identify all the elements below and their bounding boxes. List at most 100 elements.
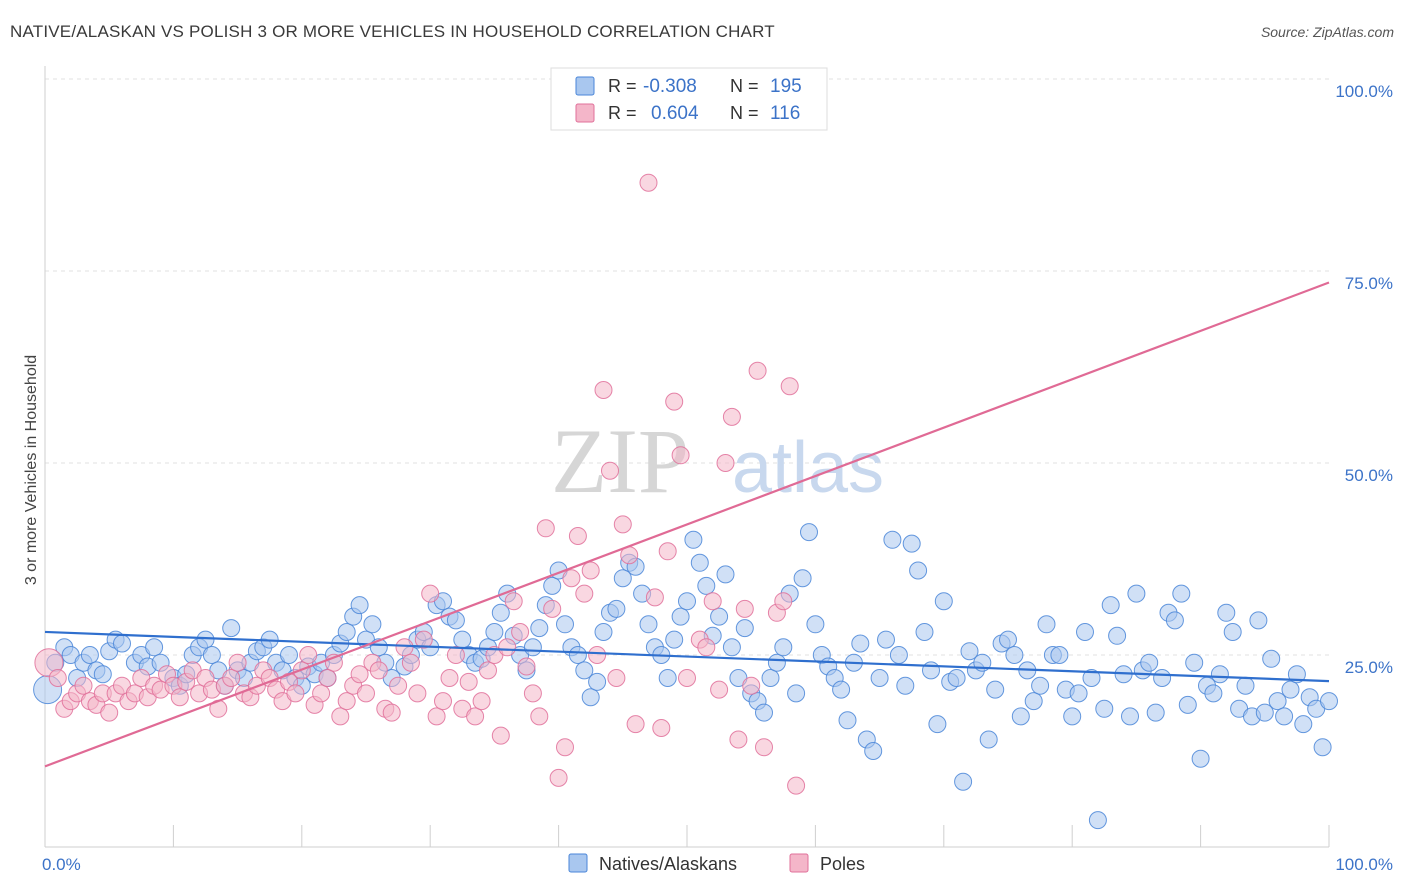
natives-point-126 — [870, 669, 889, 687]
trend-lines — [44, 281, 1330, 768]
natives-point-105 — [735, 619, 754, 638]
natives-point-6 — [80, 646, 99, 664]
natives-point-168 — [1140, 653, 1159, 672]
poles-point-103 — [703, 592, 722, 611]
poles-point-29 — [228, 653, 247, 672]
poles-point-94 — [645, 588, 664, 607]
natives-point-160 — [1088, 811, 1107, 830]
poles-point-78 — [543, 599, 562, 618]
poles-point-95 — [652, 719, 671, 737]
natives-point-108 — [755, 703, 773, 722]
natives-point-165 — [1121, 707, 1139, 726]
natives-point-72 — [523, 638, 542, 657]
poles-point-65 — [459, 672, 478, 691]
poles-point-61 — [434, 692, 452, 711]
natives-point-173 — [1172, 584, 1191, 603]
natives-point-143 — [979, 730, 998, 749]
poles-point-46 — [337, 692, 356, 711]
poles-point-48 — [350, 665, 369, 684]
poles-point-70 — [491, 726, 510, 745]
natives-point-79 — [568, 646, 587, 664]
natives-point-129 — [889, 646, 908, 664]
legend-r-value-1: -0.308 — [643, 76, 697, 97]
natives-point-83 — [594, 623, 613, 641]
natives-point-174 — [1178, 695, 1197, 714]
legend-swatch-blue — [575, 76, 595, 96]
poles-point-72 — [504, 592, 523, 611]
x-tick-label-1: 100.0% — [1335, 855, 1393, 874]
natives-point-175 — [1185, 653, 1204, 672]
natives-point-121 — [838, 711, 857, 730]
poles-point-89 — [613, 515, 632, 534]
poles-point-98 — [671, 446, 690, 465]
natives-point-136 — [934, 592, 953, 611]
natives-point-159 — [1082, 669, 1101, 687]
natives-point-190 — [1281, 680, 1300, 699]
poles-point-45 — [331, 707, 350, 726]
natives-point-23 — [202, 646, 221, 664]
poles-trend-line — [44, 281, 1330, 768]
natives-point-196 — [1320, 692, 1338, 711]
natives-point-26 — [222, 619, 241, 638]
poles-point-1 — [48, 669, 67, 687]
tick-labels: 25.0% 50.0% 75.0% 100.0% 0.0% 100.0% — [42, 82, 1393, 874]
legend-natives-swatch — [568, 853, 588, 873]
natives-point-11 — [113, 634, 131, 653]
poles-point-76 — [530, 707, 549, 726]
poles-point-110 — [748, 361, 767, 380]
natives-point-86 — [613, 569, 632, 588]
poles-point-97 — [665, 392, 684, 411]
poles-point-53 — [382, 703, 401, 722]
natives-point-157 — [1069, 684, 1088, 703]
legend-r-label-1: R = — [608, 76, 637, 96]
natives-point-189 — [1275, 707, 1294, 726]
poles-point-84 — [581, 561, 600, 580]
natives-point-170 — [1153, 669, 1172, 687]
poles-point-62 — [440, 669, 459, 687]
poles-point-77 — [536, 519, 555, 538]
y-tick-label-2: 75.0% — [1345, 274, 1393, 293]
natives-point-109 — [761, 669, 780, 687]
natives-point-169 — [1146, 703, 1165, 722]
source-credit: Source: ZipAtlas.com — [1260, 24, 1394, 40]
natives-point-154 — [1050, 646, 1069, 664]
poles-point-59 — [421, 584, 440, 603]
natives-point-195 — [1313, 738, 1332, 757]
legend-poles-swatch — [789, 853, 809, 873]
legend-natives-label: Natives/Alaskans — [599, 854, 737, 874]
natives-point-98 — [690, 553, 709, 572]
natives-point-102 — [716, 565, 735, 584]
poles-point-9 — [100, 703, 119, 722]
stats-legend: R = -0.308 N = 195 R = 0.604 N = 116 — [550, 67, 828, 131]
poles-point-80 — [556, 738, 574, 757]
poles-point-43 — [318, 669, 337, 687]
natives-point-48 — [363, 615, 382, 634]
poles-point-20 — [170, 688, 189, 707]
natives-point-80 — [575, 661, 594, 680]
series-legend: Natives/Alaskans Poles — [568, 853, 865, 874]
natives-point-130 — [896, 676, 915, 695]
natives-point-185 — [1249, 611, 1268, 630]
natives-point-73 — [530, 619, 549, 638]
natives-point-176 — [1191, 749, 1210, 768]
watermark-zip: ZIP — [551, 410, 689, 512]
poles-point-106 — [722, 407, 741, 426]
poles-point-99 — [678, 669, 696, 687]
natives-point-35 — [280, 646, 298, 664]
natives-point-96 — [678, 592, 696, 611]
natives-point-115 — [800, 523, 818, 542]
natives-point-152 — [1037, 615, 1056, 634]
natives-point-99 — [697, 576, 716, 595]
natives-point-81 — [581, 688, 600, 707]
natives-point-128 — [883, 530, 902, 549]
natives-point-15 — [145, 638, 164, 657]
natives-point-156 — [1063, 707, 1082, 726]
poles-point-5 — [74, 676, 93, 695]
poles-point-66 — [466, 707, 485, 726]
natives-point-66 — [485, 623, 504, 641]
poles-point-57 — [408, 684, 427, 703]
poles-point-102 — [697, 638, 716, 657]
legend-n-value-2: 116 — [770, 103, 800, 124]
natives-point-61 — [453, 630, 472, 649]
natives-point-103 — [722, 638, 741, 657]
